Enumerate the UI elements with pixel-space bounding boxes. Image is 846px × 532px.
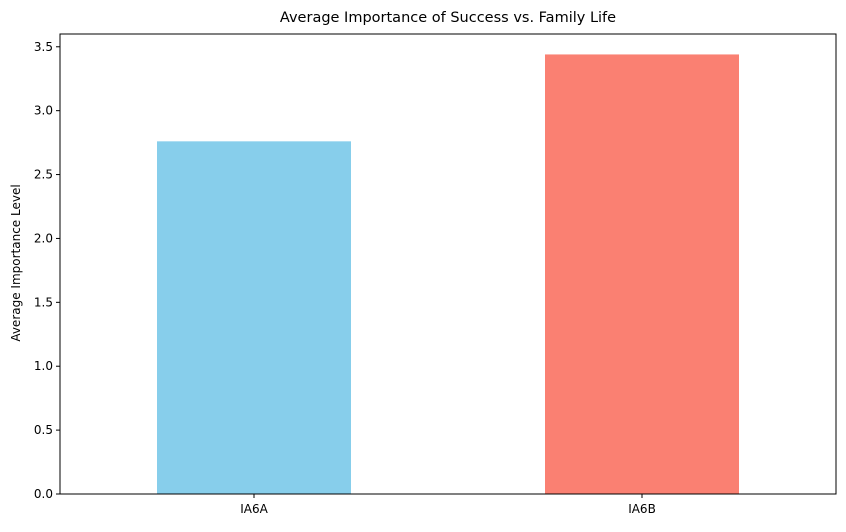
bar-ia6b — [545, 54, 739, 494]
y-tick-label: 0.5 — [34, 423, 53, 437]
x-axis: IA6A IA6B — [240, 494, 656, 516]
plot-frame — [59, 33, 837, 495]
y-tick-label: 1.5 — [34, 295, 53, 309]
y-tick-label: 0.0 — [34, 487, 53, 501]
chart-title: Average Importance of Success vs. Family… — [280, 10, 616, 26]
y-tick-label: 2.5 — [34, 168, 53, 182]
y-tick-label: 3.0 — [34, 104, 53, 118]
y-axis: 0.0 0.5 1.0 1.5 2.0 2.5 3.0 3.5 — [34, 40, 60, 501]
x-tick-label: IA6A — [240, 502, 268, 516]
y-axis-title: Average Importance Level — [9, 184, 23, 341]
y-tick-label: 1.0 — [34, 359, 53, 373]
y-tick-label: 3.5 — [34, 40, 53, 54]
bars-layer — [157, 54, 739, 495]
y-tick-label: 2.0 — [34, 231, 53, 245]
x-tick-label: IA6B — [628, 502, 656, 516]
bar-ia6a — [157, 141, 351, 495]
